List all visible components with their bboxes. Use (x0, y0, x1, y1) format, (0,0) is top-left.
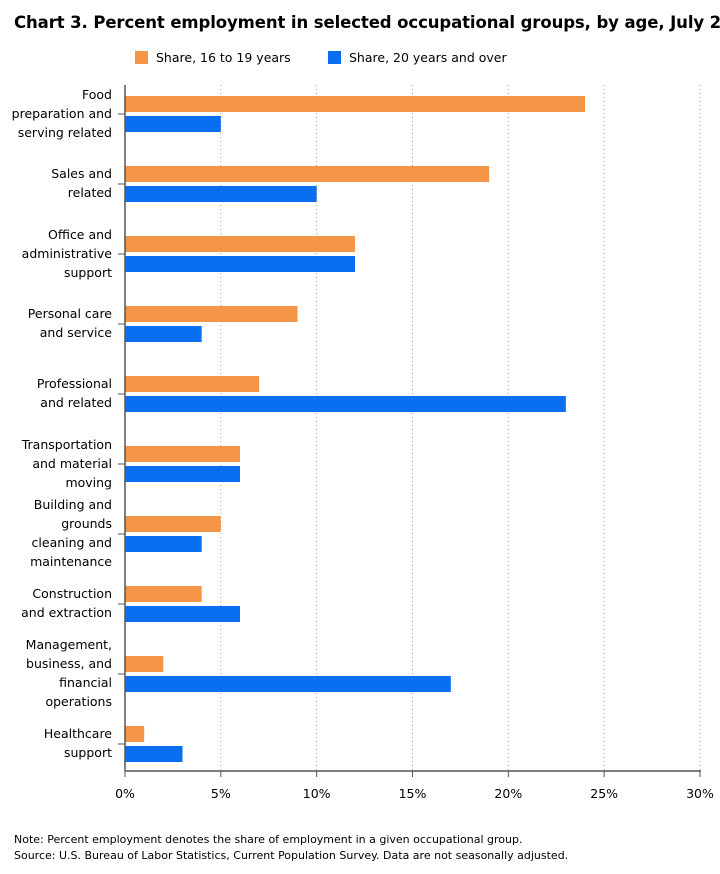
category-label-line: support (64, 264, 112, 280)
bar-16-19-8[interactable] (125, 656, 164, 672)
bar-16-19-4[interactable] (125, 376, 260, 392)
category-label-line: and service (39, 325, 112, 340)
bar-16-19-7[interactable] (125, 586, 202, 602)
bar-20-plus-6[interactable] (125, 536, 202, 552)
x-tick-label-5: 5% (211, 786, 231, 801)
category-label-line: maintenance (30, 554, 112, 569)
category-label-line: Food (82, 86, 112, 102)
category-label-line: preparation and (11, 105, 112, 121)
bar-20-plus-7[interactable] (125, 606, 240, 622)
bar-16-19-5[interactable] (125, 446, 240, 462)
bar-20-plus-0[interactable] (125, 116, 221, 132)
bar-16-19-2[interactable] (125, 236, 355, 252)
category-label-line: Building and (33, 497, 112, 512)
bar-20-plus-9[interactable] (125, 746, 183, 762)
bar-16-19-1[interactable] (125, 166, 490, 182)
bar-20-plus-3[interactable] (125, 326, 202, 342)
category-label-line: Transportation (21, 436, 112, 452)
category-label-line: and extraction (21, 605, 112, 620)
category-label-4: Professional and related (0, 374, 112, 412)
legend-swatch-16-19 (135, 51, 148, 64)
category-label-line: support (64, 745, 112, 760)
legend-label-20-plus: Share, 20 years and over (349, 50, 507, 65)
x-tick-label-20: 20% (494, 786, 522, 801)
bar-16-19-0[interactable] (125, 96, 585, 112)
bar-20-plus-5[interactable] (125, 466, 240, 482)
category-label-line: Sales and (51, 166, 112, 181)
x-tick-label-15: 15% (399, 786, 427, 801)
legend-item-16-19[interactable]: Share, 16 to 19 years (135, 50, 291, 65)
category-label-line: cleaning and (31, 535, 112, 550)
bar-20-plus-2[interactable] (125, 256, 355, 272)
bar-20-plus-4[interactable] (125, 396, 566, 412)
category-label-line: Management, (25, 637, 112, 652)
bar-16-19-3[interactable] (125, 306, 298, 322)
category-label-line: serving related (17, 124, 112, 140)
legend: Share, 16 to 19 years Share, 20 years an… (0, 50, 720, 70)
chart-source: Source: U.S. Bureau of Labor Statistics,… (14, 849, 569, 862)
category-label-6: Building and grounds cleaning and maintenan… (0, 495, 112, 571)
category-label-line: financial (59, 675, 112, 690)
category-label-line: operations (45, 694, 112, 709)
category-label-8: Management, business, and financial operati… (0, 635, 112, 711)
category-label-line: and related (40, 395, 112, 410)
legend-swatch-20-plus (328, 51, 341, 64)
bar-16-19-9[interactable] (125, 726, 145, 742)
legend-label-16-19: Share, 16 to 19 years (156, 50, 291, 65)
category-label-1: Sales and related (0, 164, 112, 202)
x-tick-label-25: 25% (590, 786, 618, 801)
x-tick-label-0: 0% (115, 786, 135, 801)
category-label-line: grounds (61, 516, 112, 531)
category-label-7: Construction and extraction (0, 584, 112, 622)
category-label-9: Healthcare support (0, 724, 112, 762)
bar-16-19-6[interactable] (125, 516, 221, 532)
category-label-line: Personal care (27, 306, 112, 321)
category-label-line: Healthcare (43, 726, 112, 741)
legend-item-20-plus[interactable]: Share, 20 years and over (328, 50, 507, 65)
category-label-2: Office and administrative support (0, 225, 112, 282)
x-tick-label-30: 30% (686, 786, 714, 801)
category-label-5: Transportation and material moving (0, 435, 112, 492)
x-tick-label-10: 10% (303, 786, 331, 801)
chart-title: Chart 3. Percent employment in selected … (14, 13, 720, 32)
category-label-line: business, and (26, 656, 112, 671)
bar-20-plus-1[interactable] (125, 186, 317, 202)
chart-note: Note: Percent employment denotes the sha… (14, 833, 523, 846)
category-label-line: administrative (21, 245, 112, 261)
bar-20-plus-8[interactable] (125, 676, 451, 692)
category-label-line: Construction (32, 586, 112, 601)
category-label-line: related (67, 185, 112, 200)
category-label-0: Food preparation and serving related (0, 85, 112, 142)
category-label-line: moving (65, 474, 112, 490)
category-label-line: and material (32, 455, 112, 471)
category-label-line: Office and (48, 226, 112, 242)
category-label-3: Personal care and service (0, 304, 112, 342)
category-label-line: Professional (36, 376, 112, 391)
